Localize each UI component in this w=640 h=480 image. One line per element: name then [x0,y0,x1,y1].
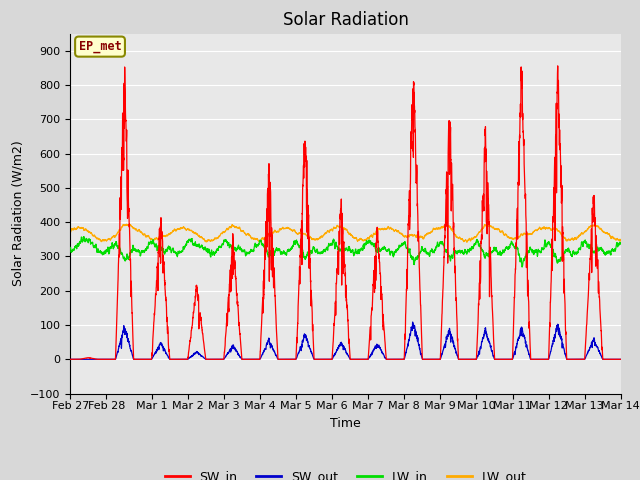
SW_out [617,357,625,362]
X-axis label: Time: Time [330,417,361,430]
LW_out [123,221,131,227]
LW_out [497,229,504,235]
LW_out [538,226,546,231]
LW_out [67,230,74,236]
LW_out [617,238,625,244]
Line: SW_out: SW_out [70,322,621,360]
LW_in [538,246,546,252]
SW_out [366,353,374,359]
SW_out [409,319,417,325]
LW_in [180,243,188,249]
SW_in [180,357,188,362]
SW_out [67,357,74,362]
LW_out [524,231,532,237]
LW_in [518,264,526,270]
SW_in [396,357,403,362]
SW_in [617,357,625,362]
Line: LW_out: LW_out [70,224,621,242]
LW_out [180,226,188,231]
SW_out [497,357,504,362]
LW_in [366,240,374,245]
SW_in [538,357,546,362]
Y-axis label: Solar Radiation (W/m2): Solar Radiation (W/m2) [12,141,25,287]
LW_out [396,230,403,236]
LW_in [497,251,504,257]
SW_in [527,357,534,362]
SW_in [554,63,561,69]
SW_out [180,357,188,362]
LW_out [366,234,374,240]
Title: Solar Radiation: Solar Radiation [283,11,408,29]
SW_in [524,286,531,291]
LW_in [617,240,625,246]
LW_in [396,243,403,249]
LW_in [67,245,74,251]
Text: EP_met: EP_met [79,40,122,53]
SW_in [497,357,504,362]
LW_in [524,249,532,255]
Legend: SW_in, SW_out, LW_in, LW_out: SW_in, SW_out, LW_in, LW_out [159,465,532,480]
SW_out [538,357,546,362]
LW_in [80,234,88,240]
SW_in [67,357,74,362]
Line: LW_in: LW_in [70,237,621,267]
LW_out [463,239,471,245]
Line: SW_in: SW_in [70,66,621,360]
SW_out [396,357,403,362]
SW_in [366,331,374,336]
SW_out [524,347,531,352]
